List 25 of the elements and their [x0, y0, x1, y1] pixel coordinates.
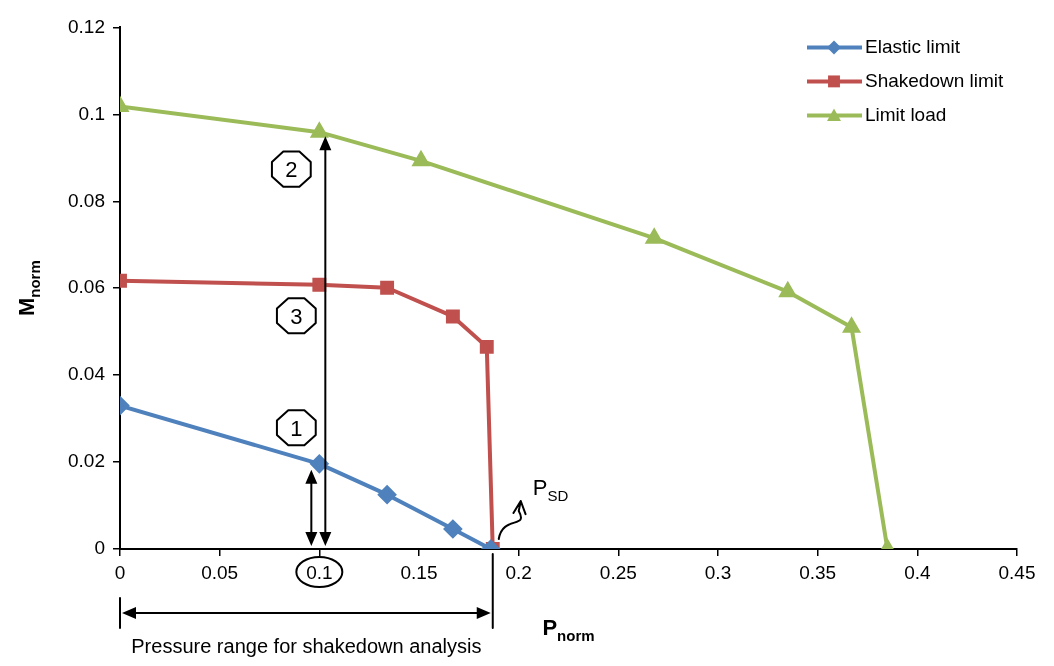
y-axis-title: Mnorm [14, 260, 43, 317]
x-tick-label: 0.3 [704, 561, 732, 583]
legend-label: Elastic limit [865, 35, 961, 57]
y-tick-label: 0.06 [68, 276, 105, 298]
y-tick-label: 0.02 [68, 450, 105, 472]
text: Pressure range for shakedown analysis [131, 634, 482, 657]
y-tick-label: 0 [94, 537, 105, 559]
y-tick-label: 0.1 [78, 102, 105, 124]
annotation: 1 [290, 415, 303, 441]
x-tick-label: 0.05 [201, 561, 239, 583]
annotation: 3 [290, 303, 303, 329]
legend-label: Limit load [865, 103, 947, 125]
x-tick-label: 0.1 [306, 561, 333, 583]
x-tick-label: 0.4 [904, 561, 931, 583]
y-tick-label: 0.12 [68, 15, 105, 37]
x-tick-label: 0.15 [400, 561, 438, 583]
x-tick-label: 0.35 [799, 561, 837, 583]
y-tick-label: 0.04 [68, 363, 106, 385]
x-tick-label: 0 [114, 561, 126, 583]
x-tick-label: 0.2 [505, 561, 532, 583]
x-tick-label: 0.45 [998, 561, 1036, 583]
y-tick-label: 0.08 [68, 189, 105, 211]
annotation: 2 [285, 157, 298, 183]
legend-label: Shakedown limit [865, 69, 1005, 91]
x-tick-label: 0.25 [599, 561, 637, 583]
